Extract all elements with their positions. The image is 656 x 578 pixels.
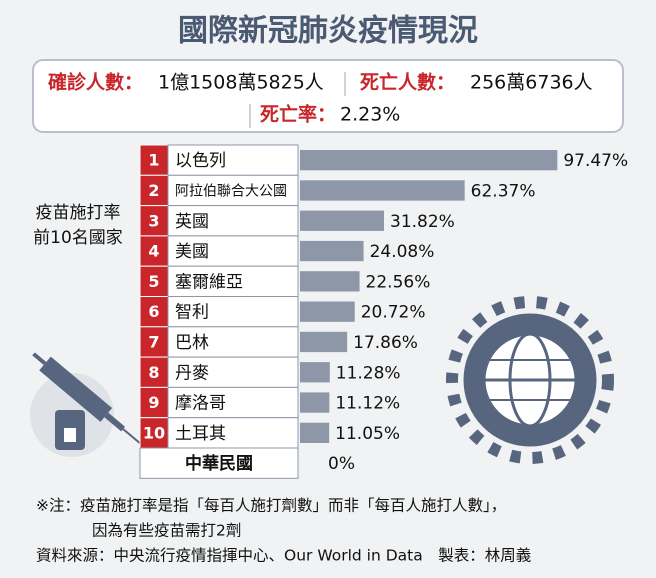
value-label: 11.05% (335, 424, 400, 444)
chart-title: 國際新冠肺炎疫情現況 (178, 14, 478, 49)
value-label: 22.56% (366, 272, 431, 292)
stat-label: 死亡率： (260, 103, 336, 126)
category-label: 美國 (175, 242, 209, 262)
name-cell (167, 356, 299, 388)
rank-cell (139, 235, 169, 267)
rank: 6 (148, 302, 159, 321)
name-cell (167, 265, 299, 298)
value-label: 62.37% (471, 181, 536, 201)
category-label: 智利 (175, 303, 209, 323)
value-label: 17.86% (353, 333, 418, 353)
rank: 5 (148, 272, 159, 291)
category-label: 中華民國 (185, 453, 253, 474)
value-label: 11.12% (335, 394, 400, 414)
value-label: 0% (328, 454, 355, 474)
name-cell (167, 205, 299, 237)
rank: 7 (148, 332, 159, 351)
axis-label: 前10名國家 (33, 228, 123, 248)
stat-value: 1億1508萬5825人 (158, 72, 324, 94)
rank: 10 (143, 423, 165, 442)
stat-label: 死亡人數： (360, 71, 455, 94)
stat-label: 確診人數： (48, 71, 143, 94)
bar (300, 331, 348, 353)
bar (300, 271, 360, 292)
syringe-icon (30, 352, 142, 457)
name-cell (167, 417, 299, 449)
rank: 1 (148, 151, 159, 170)
name-cell (139, 447, 299, 479)
value-label: 24.08% (370, 242, 435, 262)
rank: 2 (148, 181, 159, 200)
name-cell (167, 386, 299, 419)
category-label: 塞爾維亞 (175, 272, 243, 292)
rank: 9 (148, 393, 159, 412)
stat-value: 2.23% (340, 104, 400, 126)
bar (300, 422, 330, 443)
stats-box (32, 59, 624, 133)
virus-icon (446, 296, 614, 464)
bar (300, 301, 355, 322)
rank: 3 (148, 211, 159, 230)
name-cell (167, 296, 299, 328)
category-label: 丹麥 (175, 363, 209, 383)
bar (300, 240, 364, 262)
source: 資料來源：中央流行疫情指揮中心、Our World in Data 製表：林周義 (36, 547, 531, 565)
stat-value: 256萬6736人 (470, 72, 593, 94)
category-label: 英國 (175, 212, 209, 232)
bar (300, 210, 385, 231)
value-label: 11.28% (336, 363, 401, 383)
category-label: 土耳其 (175, 424, 226, 444)
bar (300, 362, 330, 383)
category-label: 摩洛哥 (175, 394, 226, 414)
name-cell (167, 235, 299, 267)
name-cell (167, 326, 299, 358)
category-label: 巴林 (175, 333, 209, 353)
rank: 8 (148, 363, 159, 382)
axis-label: 疫苗施打率 (36, 203, 121, 223)
name-cell (167, 174, 299, 207)
category-label: 阿拉伯聯合大公國 (175, 183, 287, 199)
value-label: 97.47% (563, 151, 628, 171)
bar (300, 150, 558, 171)
note: 因為有些疫苗需打2劑 (92, 522, 241, 540)
bar (300, 180, 465, 201)
bar (300, 392, 330, 413)
rank-cell (139, 356, 169, 388)
value-label: 20.72% (361, 303, 426, 323)
note: ※注：疫苗施打率是指「每百人施打劑數」而非「每百人施打人數」， (36, 497, 506, 515)
rank: 4 (148, 242, 159, 261)
value-label: 31.82% (390, 212, 455, 232)
category-label: 以色列 (175, 151, 226, 171)
name-cell (167, 144, 299, 176)
